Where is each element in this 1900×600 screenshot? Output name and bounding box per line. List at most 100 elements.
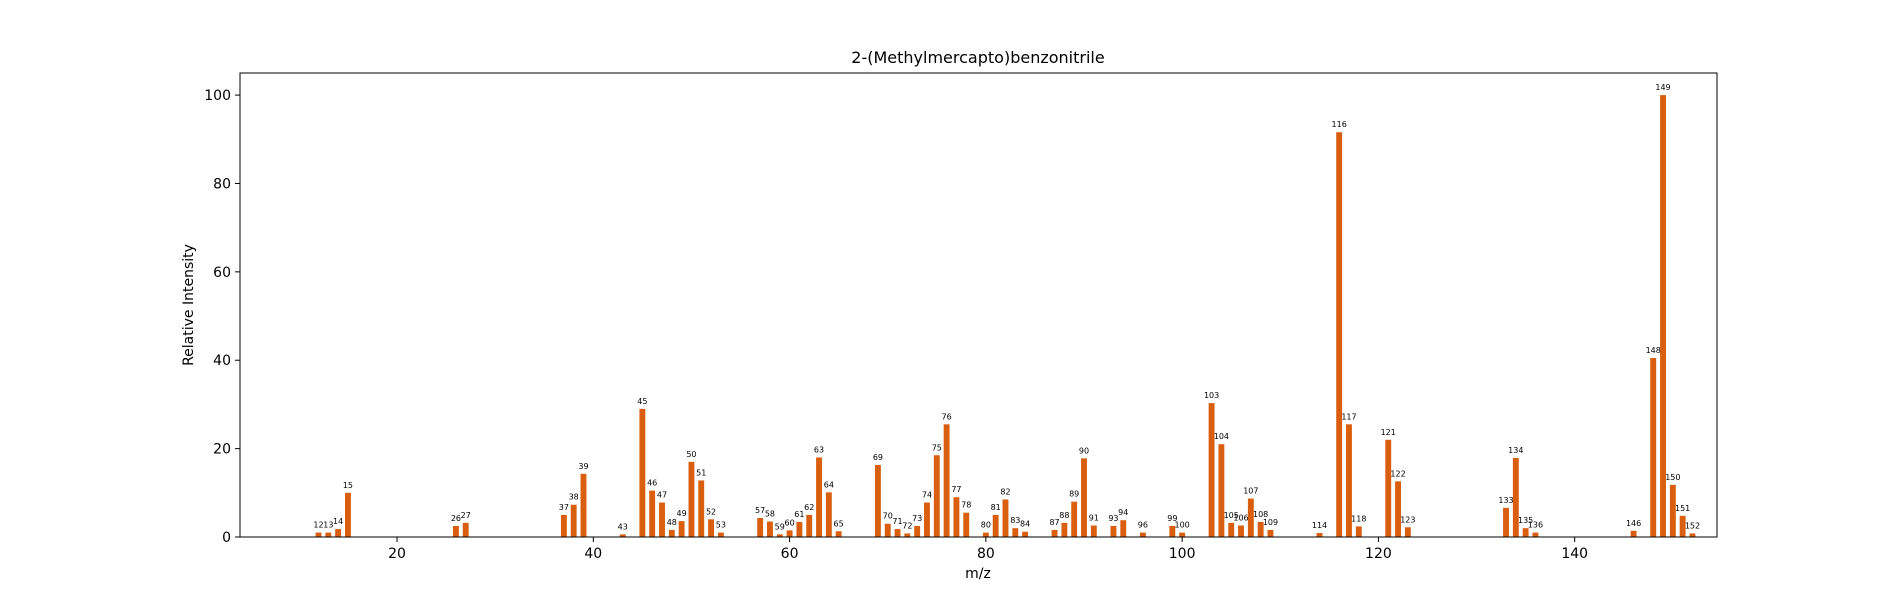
bar-label-mz-116: 116 bbox=[1332, 120, 1347, 129]
bar-label-mz-81: 81 bbox=[991, 503, 1001, 512]
bar-label-mz-59: 59 bbox=[775, 522, 785, 531]
y-tick-label: 40 bbox=[213, 353, 231, 369]
bar-label-mz-149: 149 bbox=[1655, 83, 1670, 92]
bar-label-mz-93: 93 bbox=[1108, 514, 1118, 523]
bar-label-mz-12: 12 bbox=[313, 521, 323, 530]
bar-mz-51 bbox=[698, 480, 705, 537]
bar-label-mz-51: 51 bbox=[696, 468, 706, 477]
bar-label-mz-91: 91 bbox=[1089, 514, 1099, 523]
bar-mz-116 bbox=[1336, 132, 1343, 537]
y-tick-label: 20 bbox=[213, 442, 231, 458]
bar-label-mz-45: 45 bbox=[637, 397, 647, 406]
x-axis-label: m/z bbox=[965, 566, 991, 582]
bar-label-mz-13: 13 bbox=[323, 521, 333, 530]
bar-mz-47 bbox=[659, 502, 665, 537]
bar-label-mz-49: 49 bbox=[677, 509, 687, 518]
bar-mz-48 bbox=[668, 529, 675, 537]
bar-mz-72 bbox=[904, 533, 911, 537]
bar-mz-27 bbox=[462, 522, 469, 537]
bar-label-mz-47: 47 bbox=[657, 491, 667, 500]
bar-mz-152 bbox=[1689, 533, 1696, 537]
y-axis-ticks: 0 20 40 60 80 100 bbox=[204, 88, 240, 546]
bar-mz-99 bbox=[1169, 525, 1176, 537]
plot-frame bbox=[239, 72, 1718, 538]
bar-mz-43 bbox=[619, 534, 626, 537]
bar-label-mz-107: 107 bbox=[1243, 487, 1258, 496]
bar-label-mz-14: 14 bbox=[333, 517, 343, 526]
bar-mz-70 bbox=[884, 523, 891, 537]
bar-mz-90 bbox=[1081, 458, 1087, 537]
bar-label-mz-57: 57 bbox=[755, 506, 765, 515]
bar-mz-69 bbox=[874, 464, 881, 537]
bar-mz-82 bbox=[1002, 499, 1009, 537]
x-tick-label: 20 bbox=[388, 546, 406, 562]
bar-mz-107 bbox=[1247, 498, 1254, 537]
bar-mz-89 bbox=[1071, 501, 1078, 537]
bar-label-mz-152: 152 bbox=[1685, 521, 1700, 530]
bar-mz-58 bbox=[767, 521, 773, 537]
bar-label-mz-60: 60 bbox=[784, 518, 794, 527]
y-tick-label: 80 bbox=[213, 176, 231, 192]
bar-label-mz-53: 53 bbox=[716, 521, 726, 530]
bar-mz-93 bbox=[1110, 525, 1117, 537]
bar-mz-78 bbox=[963, 512, 970, 537]
bar-mz-50 bbox=[688, 461, 695, 537]
bar-label-mz-15: 15 bbox=[343, 481, 353, 490]
bar-mz-104 bbox=[1218, 444, 1225, 537]
bar-label-mz-78: 78 bbox=[961, 501, 971, 510]
bar-mz-148 bbox=[1650, 358, 1657, 537]
bar-label-mz-73: 73 bbox=[912, 514, 922, 523]
bar-mz-15 bbox=[345, 492, 351, 537]
bar-mz-80 bbox=[982, 532, 989, 537]
bar-label-mz-103: 103 bbox=[1204, 391, 1219, 400]
bar-label-mz-48: 48 bbox=[667, 518, 677, 527]
bar-mz-149 bbox=[1660, 95, 1666, 537]
bar-mz-74 bbox=[924, 502, 930, 537]
bar-label-mz-39: 39 bbox=[578, 462, 588, 471]
bar-label-mz-135: 135 bbox=[1518, 516, 1533, 525]
bar-label-mz-82: 82 bbox=[1000, 487, 1010, 496]
bar-mz-136 bbox=[1532, 532, 1539, 537]
bar-mz-46 bbox=[649, 490, 656, 537]
x-tick-label: 140 bbox=[1561, 546, 1588, 562]
bar-mz-118 bbox=[1355, 526, 1362, 537]
bar-mz-59 bbox=[776, 534, 783, 537]
bar-label-mz-106: 106 bbox=[1233, 514, 1248, 523]
x-tick-label: 40 bbox=[584, 546, 602, 562]
bar-mz-60 bbox=[786, 530, 793, 537]
bar-mz-53 bbox=[717, 532, 724, 537]
bar-mz-64 bbox=[825, 492, 832, 537]
bar-label-mz-134: 134 bbox=[1508, 446, 1523, 455]
bar-mz-96 bbox=[1139, 532, 1146, 537]
x-tick-label: 100 bbox=[1169, 546, 1196, 562]
bar-label-mz-72: 72 bbox=[902, 521, 912, 530]
bar-label-mz-65: 65 bbox=[834, 519, 844, 528]
bar-mz-14 bbox=[335, 529, 342, 537]
bar-mz-114 bbox=[1316, 533, 1323, 537]
bar-label-mz-77: 77 bbox=[951, 485, 961, 494]
bar-mz-39 bbox=[580, 473, 587, 537]
bar-label-mz-83: 83 bbox=[1010, 516, 1020, 525]
bar-mz-122 bbox=[1395, 481, 1401, 537]
bar-label-mz-104: 104 bbox=[1214, 432, 1229, 441]
bars-group bbox=[315, 95, 1696, 537]
bar-mz-49 bbox=[678, 521, 685, 537]
bar-mz-12 bbox=[315, 532, 322, 537]
bar-label-mz-43: 43 bbox=[618, 522, 628, 531]
bar-mz-91 bbox=[1090, 525, 1097, 537]
bar-label-mz-87: 87 bbox=[1049, 518, 1059, 527]
bar-mz-108 bbox=[1257, 521, 1264, 537]
x-tick-label: 60 bbox=[781, 546, 799, 562]
bar-label-mz-46: 46 bbox=[647, 479, 657, 488]
bar-label-mz-121: 121 bbox=[1381, 428, 1396, 437]
bar-label-mz-151: 151 bbox=[1675, 504, 1690, 513]
bar-label-mz-74: 74 bbox=[922, 491, 932, 500]
bar-mz-100 bbox=[1179, 532, 1186, 537]
bar-label-mz-50: 50 bbox=[686, 450, 696, 459]
bar-mz-123 bbox=[1404, 527, 1411, 537]
y-tick-label: 0 bbox=[222, 530, 231, 546]
bar-mz-61 bbox=[796, 521, 803, 537]
bar-label-mz-108: 108 bbox=[1253, 510, 1268, 519]
bar-mz-88 bbox=[1061, 522, 1068, 537]
